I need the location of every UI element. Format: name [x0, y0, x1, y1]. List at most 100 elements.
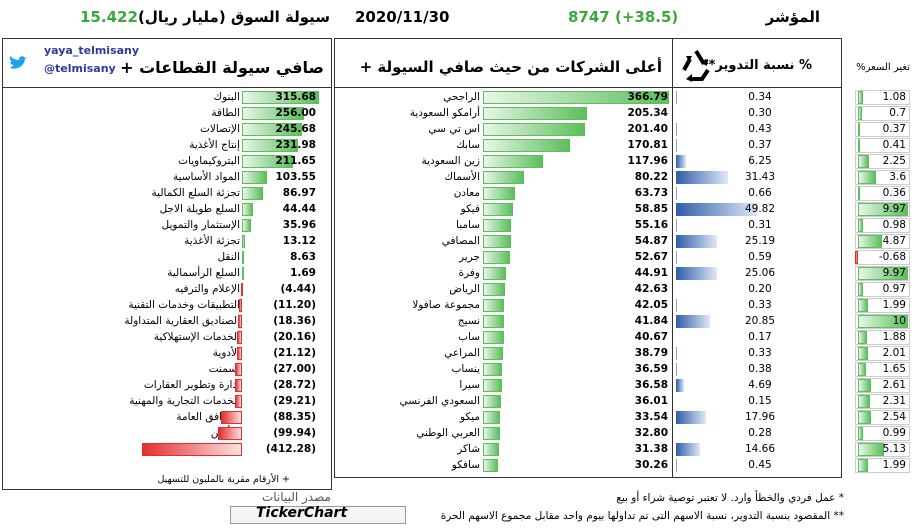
- turnover-bar: [676, 411, 706, 424]
- turnover-value: 0.20: [748, 283, 772, 295]
- bar: [483, 187, 516, 200]
- company-name: سيرا: [459, 379, 480, 391]
- sector-value: 44.44: [282, 203, 316, 215]
- sector-value: (88.35): [273, 411, 316, 423]
- bar: [237, 331, 242, 344]
- bar: [483, 395, 502, 408]
- turnover-bar: [676, 315, 711, 328]
- bar: [858, 107, 862, 120]
- company-name: جرير: [459, 251, 480, 263]
- bar: [858, 187, 860, 200]
- company-value: 52.67: [634, 251, 668, 263]
- price-value: 0.36: [882, 187, 906, 199]
- turnover-value: 0.45: [748, 459, 772, 471]
- bar: [239, 299, 242, 312]
- sector-name: الإستثمار والتمويل: [161, 219, 240, 231]
- turnover-value: 0.34: [748, 91, 772, 103]
- price-row-box: [855, 186, 910, 201]
- turnover-bar: [676, 267, 718, 280]
- company-name: زين السعودية: [421, 155, 480, 167]
- company-value: 42.05: [634, 299, 668, 311]
- sector-value: 8.63: [290, 251, 316, 263]
- bar: [483, 411, 500, 424]
- sector-name: تجزئة السلع الكمالية: [151, 187, 240, 199]
- handle2: @telmisany: [44, 62, 116, 75]
- price-row-box: [855, 458, 910, 473]
- sector-name: الصناديق العقارية المتداولة: [124, 315, 240, 327]
- date: 2020/11/30: [355, 8, 450, 26]
- company-name: ينساب: [451, 363, 480, 375]
- bar: [483, 427, 500, 440]
- price-row-box: [855, 138, 910, 153]
- sector-name: النقل: [217, 251, 240, 263]
- price-value: 2.31: [882, 395, 906, 407]
- company-name: وفرة: [458, 267, 480, 279]
- turnover-value: 4.69: [748, 379, 772, 391]
- price-row-box: [855, 394, 910, 409]
- bar: [242, 123, 302, 136]
- sector-value: (27.00): [273, 363, 316, 375]
- sector-title: صافي سيولة القطاعات +: [120, 58, 324, 77]
- turnover-value: 0.33: [748, 347, 772, 359]
- company-name: ميكو: [459, 411, 480, 423]
- company-value: 170.81: [627, 139, 668, 151]
- bar: [483, 283, 505, 296]
- bar: [242, 91, 319, 104]
- turnover-bar: [676, 139, 677, 152]
- bar: [858, 395, 870, 408]
- sector-value: (11.20): [273, 299, 316, 311]
- bar: [858, 171, 876, 184]
- sector-value: (28.72): [273, 379, 316, 391]
- bar: [240, 283, 243, 296]
- bar: [483, 459, 499, 472]
- company-value: 36.01: [634, 395, 668, 407]
- bar: [483, 267, 506, 280]
- turnover-value: 0.33: [748, 299, 772, 311]
- divider: [672, 38, 673, 478]
- bar: [858, 315, 908, 328]
- company-header: [334, 38, 842, 88]
- bar: [483, 379, 502, 392]
- sector-value: (99.94): [273, 427, 316, 439]
- turnover-value: 0.59: [748, 251, 772, 263]
- twitter-icon: [9, 56, 28, 69]
- recycle-icon: [682, 49, 710, 82]
- sector-value: 35.96: [282, 219, 316, 231]
- sector-value: 245.68: [275, 123, 316, 135]
- sector-name: الخدمات الإستهلاكية: [153, 331, 240, 343]
- bar: [237, 315, 242, 328]
- sector-name: إدارة وتطوير العقارات: [143, 379, 240, 391]
- company-name: معادن: [453, 187, 480, 199]
- sector-name: الخدمات التجارية والمهنية: [129, 395, 240, 407]
- bar: [858, 299, 868, 312]
- bar: [858, 443, 884, 456]
- bar: [483, 155, 543, 168]
- company-name: شاكر: [457, 443, 480, 455]
- turnover-bar: [676, 235, 718, 248]
- company-value: 80.22: [634, 171, 668, 183]
- turnover-value: 0.30: [748, 107, 772, 119]
- bar: [858, 123, 860, 136]
- sector-value: (20.16): [273, 331, 316, 343]
- bar: [242, 187, 264, 200]
- sector-name: الطاقة: [211, 107, 240, 119]
- bar: [142, 443, 242, 456]
- price-row-box: [855, 410, 910, 425]
- company-value: 40.67: [634, 331, 668, 343]
- company-value: 36.59: [634, 363, 668, 375]
- turnover-value: 0.15: [748, 395, 772, 407]
- price-value: 2.01: [882, 347, 906, 359]
- sector-note: + الأرقام مقربة بالمليون للتسهيل: [157, 474, 290, 485]
- price-value: 0.37: [882, 123, 906, 135]
- source-label: مصدر البيانات: [262, 490, 331, 504]
- bar: [483, 331, 504, 344]
- turnover-value: 31.43: [744, 171, 776, 183]
- source: TickerChart: [256, 505, 348, 521]
- company-value: 366.79: [627, 91, 668, 103]
- price-row-box: [855, 298, 910, 313]
- price-value: 1.99: [882, 459, 906, 471]
- company-name: الأسماك: [444, 171, 480, 183]
- company-value: 30.26: [634, 459, 668, 471]
- company-value: 31.38: [634, 443, 668, 455]
- price-row-box: [855, 202, 910, 217]
